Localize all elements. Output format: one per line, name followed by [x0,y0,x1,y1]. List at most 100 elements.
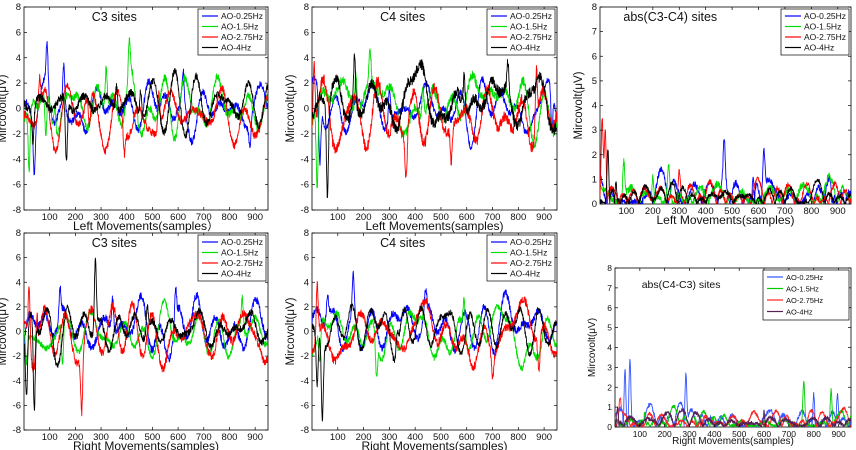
traces [312,48,557,199]
legend-label: AO-4Hz [786,308,813,317]
y-tick-label: 4 [592,101,597,112]
x-tick-label: 900 [247,432,263,443]
legend-label: AO-1.5Hz [804,22,841,32]
y-tick-label: 0 [304,104,309,115]
y-tick-label: 0 [16,327,21,338]
y-axis-label: Mircovolt(μV) [587,318,598,377]
x-axis-label: Left Movements(samples） [73,219,219,233]
legend-label: AO-0.25Hz [510,237,552,247]
chart-p6: 100 200 300 400 500 600 700 800 900 0 1 2 3 4 5 6 7 8 abs(… [587,263,852,447]
y-tick-label: -2 [301,129,309,140]
x-tick-label: 700 [485,432,501,443]
legend-label: AO-0.25Hz [221,237,263,247]
series-line-ao-0-25hz [312,270,557,356]
y-tick-label: 8 [607,263,612,273]
y-tick-label: 6 [304,27,309,38]
series-line-ao-0-25hz [600,139,851,204]
x-tick-label: 600 [170,212,186,223]
chart-title: C4 sites [380,10,425,24]
series-line-ao-0-25hz [24,285,268,363]
y-tick-label: -6 [301,180,309,191]
x-tick-label: 800 [510,432,526,443]
x-tick-label: 200 [67,212,83,223]
traces [24,257,268,417]
traces [615,358,851,427]
legend-label: AO-2.75Hz [510,32,552,42]
y-axis-label: Mircovolt(μV) [0,74,9,142]
y-tick-label: 0 [304,327,309,338]
y-tick-label: 2 [16,78,21,89]
y-tick-label: 1 [607,402,612,412]
y-tick-label: 0 [592,199,597,210]
legend-label: AO-1.5Hz [786,285,819,294]
y-tick-label: 2 [592,150,597,161]
y-tick-label: -8 [13,205,21,216]
x-tick-label: 900 [830,206,846,217]
x-tick-label: 200 [356,432,372,443]
x-tick-label: 600 [757,429,771,439]
y-tick-label: -2 [13,129,21,140]
y-tick-label: 4 [304,277,309,288]
x-tick-label: 100 [330,212,346,223]
x-tick-label: 100 [42,212,58,223]
x-tick-label: 800 [510,212,526,223]
x-tick-label: 100 [618,206,634,217]
x-tick-label: 300 [93,432,109,443]
y-axis-label: Mircovolt(μV) [0,297,9,365]
x-tick-label: 400 [698,206,714,217]
x-tick-label: 600 [751,206,767,217]
traces [312,270,557,422]
y-tick-label: 2 [304,302,309,313]
x-tick-label: 900 [831,429,845,439]
x-tick-label: 300 [381,432,397,443]
traces [600,118,851,204]
y-tick-label: 8 [16,2,21,13]
legend-label: AO-1.5Hz [221,22,258,32]
y-tick-label: 6 [607,303,612,313]
series-line-ao-4hz [24,257,268,411]
legend-label: AO-2.75Hz [221,258,263,268]
y-tick-label: 1 [592,174,597,185]
legend-label: AO-2.75Hz [510,258,552,268]
x-tick-label: 100 [330,432,346,443]
legend-label: AO-2.75Hz [786,296,823,305]
y-axis-label: Mircovolt(μV) [573,71,585,139]
x-axis-label: Right Movements(samples) [73,439,219,450]
series-line-ao-4hz [600,149,851,204]
chart-title: abs(C3-C4) sites [623,10,717,24]
x-tick-label: 500 [433,212,449,223]
y-tick-label: -6 [13,400,21,411]
y-tick-label: 4 [16,277,21,288]
series-line-ao-4hz [312,53,557,199]
chart-p2: 100 200 300 400 500 600 700 800 900 -8 -6 -4 -2 0 2 4 6 8… [285,2,558,233]
legend-label: AO-4Hz [510,43,540,53]
x-tick-label: 300 [682,429,696,439]
x-axis-label: Right Movements(samples) [361,439,507,450]
traces [24,37,268,176]
legend-label: AO-1.5Hz [221,248,258,258]
x-tick-label: 500 [732,429,746,439]
chart-p3: 100 200 300 400 500 600 700 800 900 0 1 2 3 4 5 6 7 8 abs(… [573,2,852,227]
legend-label: AO-2.75Hz [804,32,846,42]
y-tick-label: 2 [304,78,309,89]
series-line-ao-4hz [615,406,851,427]
x-axis-label: Left Movements(samples) [656,213,794,227]
legend-label: AO-0.25Hz [221,11,263,21]
legend-label: AO-0.25Hz [804,11,846,21]
legend-label: AO-4Hz [221,43,251,53]
legend-label: AO-2.75Hz [221,32,263,42]
series-line-ao-2-75hz [615,397,851,427]
chart-p4: 100 200 300 400 500 600 700 800 900 -8 -6 -4 -2 0 2 4 6 8… [0,228,269,450]
x-tick-label: 400 [119,212,135,223]
x-tick-label: 200 [658,429,672,439]
x-tick-label: 800 [803,206,819,217]
chart-title: C4 sites [380,236,425,250]
x-tick-label: 500 [144,212,160,223]
y-tick-label: 8 [304,2,309,13]
y-tick-label: 0 [607,422,612,432]
y-tick-label: 3 [607,362,612,372]
series-line-ao-1-5hz [312,296,557,377]
